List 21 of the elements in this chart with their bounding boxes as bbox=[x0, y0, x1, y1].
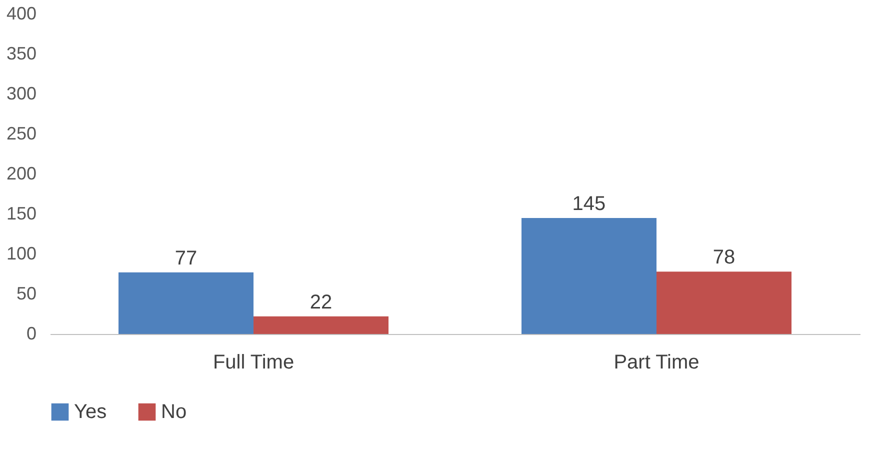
x-tick-label: Full Time bbox=[212, 352, 294, 374]
data-label: 22 bbox=[310, 291, 332, 314]
bar bbox=[656, 272, 792, 334]
x-tick-label: Part Time bbox=[614, 352, 700, 374]
y-tick-label: 300 bbox=[6, 84, 36, 104]
y-tick-label: 150 bbox=[6, 204, 36, 224]
data-label: 77 bbox=[174, 247, 198, 270]
data-label: 145 bbox=[572, 193, 606, 215]
legend-label: Yes bbox=[74, 401, 107, 423]
legend-label: No bbox=[161, 401, 187, 423]
y-tick-label: 350 bbox=[6, 44, 36, 64]
y-tick-label: 100 bbox=[6, 244, 36, 264]
y-tick-label: 0 bbox=[26, 324, 36, 344]
y-tick-label: 200 bbox=[6, 164, 36, 184]
bar bbox=[118, 272, 254, 334]
y-tick-label: 250 bbox=[6, 124, 36, 144]
data-label: 78 bbox=[712, 246, 736, 269]
y-tick-label: 50 bbox=[16, 284, 36, 304]
bar bbox=[521, 218, 656, 334]
bar bbox=[254, 316, 389, 334]
y-tick-label: 400 bbox=[6, 4, 36, 24]
